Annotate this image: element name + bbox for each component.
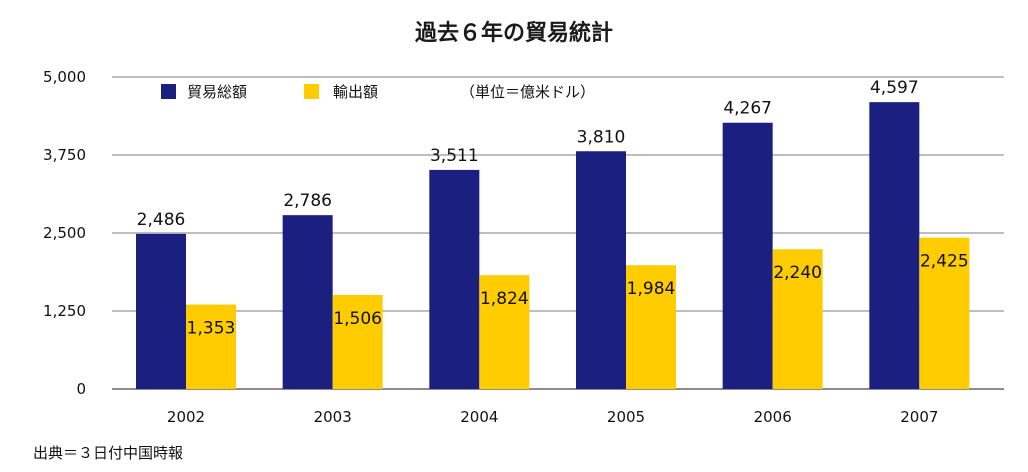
bar-total-2002 (136, 233, 186, 389)
data-label-export-2004: 1,824 (480, 289, 529, 309)
bar-export-2007 (919, 237, 970, 389)
legend-label-export: 輸出額 (333, 83, 378, 101)
bar-export-2003 (332, 295, 383, 389)
data-label-total-2004: 3,511 (430, 146, 479, 166)
y-tick-label: 0 (76, 380, 86, 398)
data-label-export-2006: 2,240 (773, 263, 822, 283)
data-label-export-2007: 2,425 (920, 252, 969, 272)
x-axis: 2002 2003 2004 2005 2006 2007 (167, 408, 939, 426)
data-label-total-2003: 2,786 (283, 191, 332, 211)
legend-label-total: 貿易総額 (187, 83, 247, 101)
x-tick-label-2006: 2006 (754, 408, 792, 426)
x-tick-label-2002: 2002 (167, 408, 205, 426)
bar-export-2004 (479, 275, 530, 389)
y-tick-label: 3,750 (43, 146, 86, 164)
y-tick-label: 2,500 (43, 224, 86, 242)
data-label-total-2002: 2,486 (137, 210, 186, 230)
x-tick-label-2004: 2004 (460, 408, 498, 426)
bar-export-2006 (772, 249, 823, 389)
gridlines (112, 76, 1004, 390)
y-tick-label: 1,250 (43, 302, 86, 320)
bar-total-2005 (576, 151, 626, 389)
bar-export-2005 (626, 265, 676, 389)
legend-swatch-total (161, 84, 176, 99)
legend: 貿易総額 輸出額 (161, 83, 378, 101)
data-labels: 2,486 1,353 2,786 1,506 3,511 1,824 3,810 1,984… (137, 78, 969, 338)
y-axis: 0 1,250 2,500 3,750 5,000 (43, 68, 86, 398)
source-note: 出典＝３日付中国時報 (33, 444, 183, 462)
unit-note: （単位＝億米ドル） (460, 83, 595, 101)
bar-total-2007 (869, 102, 920, 389)
data-label-export-2002: 1,353 (187, 319, 236, 339)
x-tick-label-2005: 2005 (607, 408, 645, 426)
data-label-total-2006: 4,267 (723, 99, 772, 119)
bar-total-2003 (282, 215, 333, 389)
data-label-export-2003: 1,506 (333, 309, 382, 329)
bar-total-2004 (429, 169, 480, 389)
data-label-total-2007: 4,597 (870, 78, 919, 98)
legend-swatch-export (304, 84, 319, 99)
bars (136, 102, 970, 389)
x-tick-label-2003: 2003 (314, 408, 352, 426)
data-label-export-2005: 1,984 (627, 279, 676, 299)
y-tick-label: 5,000 (43, 68, 86, 86)
x-tick-label-2007: 2007 (900, 408, 938, 426)
bar-export-2002 (186, 304, 236, 389)
data-label-total-2005: 3,810 (577, 127, 626, 147)
chart-title: 過去６年の貿易統計 (415, 20, 613, 46)
bar-total-2006 (722, 122, 773, 389)
